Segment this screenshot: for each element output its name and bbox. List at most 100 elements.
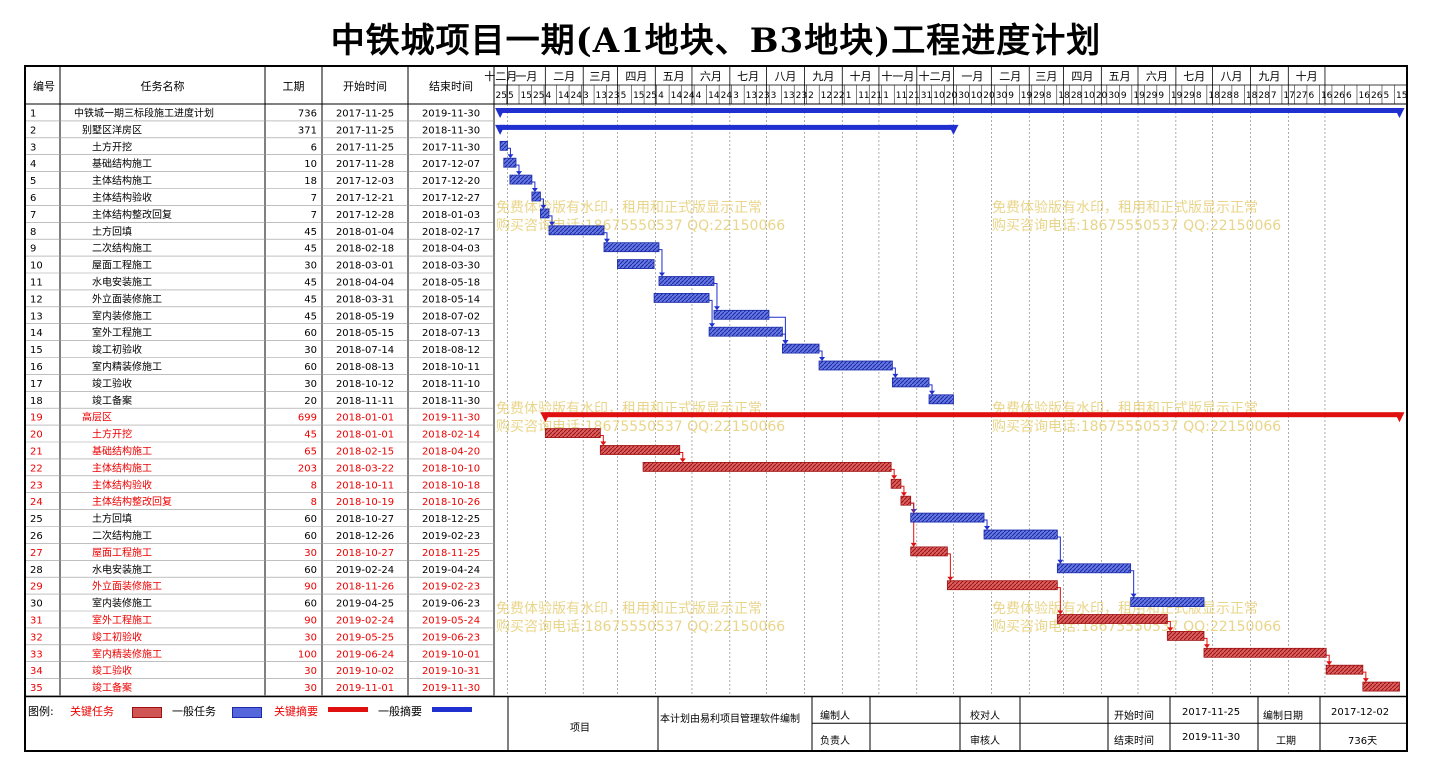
- dependency-arrow: [1167, 627, 1174, 632]
- dependency-link: [1362, 671, 1367, 680]
- task-name: 主体结构验收: [92, 191, 152, 204]
- critical-task-bar: [946, 580, 1058, 591]
- summary-end-cap: [1394, 412, 1405, 423]
- task-end: 2018-10-26: [422, 497, 480, 508]
- task-id: 2: [30, 125, 36, 136]
- task-end: 2017-11-30: [422, 142, 480, 153]
- start-time-value: 2017-11-25: [1182, 707, 1241, 718]
- task-name: 二次结构施工: [92, 529, 152, 542]
- task-start: 2017-12-03: [336, 176, 394, 187]
- dependency-arrow: [531, 188, 538, 192]
- start-time-label: 开始时间: [1114, 711, 1154, 722]
- dependency-link: [947, 553, 951, 578]
- summary-bar: [545, 412, 1400, 418]
- task-start: 2018-05-15: [336, 328, 394, 339]
- timeline-day: 4: [546, 91, 552, 101]
- timeline-day: 25: [533, 91, 544, 101]
- dependency-arrow: [910, 542, 917, 547]
- timeline-day: 6: [1308, 91, 1314, 101]
- task-start: 2018-10-11: [336, 480, 394, 491]
- timeline-day: 27: [1296, 91, 1307, 101]
- legend-normal-task-swatch: [232, 707, 262, 718]
- timeline-day: 30: [958, 91, 970, 101]
- task-start: 2017-11-28: [336, 159, 394, 170]
- timeline-day: 6: [1346, 91, 1352, 101]
- timeline-day: 23: [796, 91, 807, 101]
- legend-critical-summary-swatch: [328, 707, 368, 712]
- timeline-day: 24: [571, 91, 583, 101]
- timeline-day: 26: [1371, 91, 1383, 101]
- task-start: 2018-10-27: [336, 514, 394, 525]
- task-id: 4: [30, 159, 36, 170]
- dependency-link: [984, 519, 988, 527]
- column-header-end: 结束时间: [429, 80, 473, 93]
- critical-task-bar: [642, 461, 892, 472]
- timeline-day: 25: [646, 91, 657, 101]
- timeline-month: 九月: [1258, 70, 1280, 83]
- task-end: 2019-02-23: [422, 531, 480, 542]
- task-start: 2018-05-19: [336, 311, 394, 322]
- task-end: 2018-11-25: [422, 548, 480, 559]
- task-bar: [983, 529, 1058, 540]
- task-name: 土方回填: [92, 512, 132, 525]
- timeline-month: 十二月: [484, 69, 517, 83]
- task-id: 24: [30, 497, 43, 508]
- task-name: 土方回填: [92, 225, 132, 238]
- legend-critical-task-label: 关键任务: [70, 705, 114, 718]
- task-duration: 30: [304, 548, 317, 559]
- critical-task-bar: [900, 495, 912, 506]
- gantt-frame: [24, 65, 1408, 752]
- timeline-month: 二月: [999, 70, 1021, 83]
- timeline-day: 15: [633, 91, 644, 101]
- dependency-link: [709, 299, 713, 325]
- task-end: 2018-10-18: [422, 480, 480, 491]
- legend: 图例: 关键任务 一般任务 关键摘要 一般摘要: [26, 701, 506, 750]
- timeline-day: 18: [1246, 91, 1258, 101]
- timeline-day: 10: [933, 91, 945, 101]
- timeline-month: 一月: [515, 70, 537, 83]
- task-duration: 30: [304, 683, 317, 694]
- dependency-link: [819, 350, 823, 358]
- end-time-value: 2019-11-30: [1182, 732, 1241, 743]
- task-name: 外立面装修施工: [92, 292, 162, 305]
- dependency-arrow: [929, 390, 936, 395]
- legend-normal-summary-swatch: [432, 707, 472, 712]
- task-end: 2018-07-13: [422, 328, 480, 339]
- timeline-day: 7: [1271, 91, 1277, 101]
- task-id: 28: [30, 565, 43, 576]
- timeline-day: 20: [1096, 91, 1108, 101]
- column-header-id: 编号: [33, 79, 55, 93]
- critical-task-bar: [1325, 664, 1364, 675]
- legend-normal-task-label: 一般任务: [172, 705, 216, 718]
- task-start: 2019-06-24: [336, 649, 394, 660]
- task-name: 屋面工程施工: [92, 259, 152, 272]
- timeline-month: 七月: [737, 70, 759, 83]
- task-duration: 20: [304, 396, 317, 407]
- timeline-day: 26: [1333, 91, 1345, 101]
- task-duration: 45: [304, 244, 317, 255]
- task-end: 2018-10-10: [422, 463, 480, 474]
- task-duration: 7: [311, 193, 317, 204]
- dependency-arrow: [892, 373, 899, 378]
- legend-label: 图例:: [28, 705, 54, 718]
- auditor-label: 审核人: [970, 736, 1000, 747]
- task-duration: 18: [304, 176, 317, 187]
- timeline-day: 30: [1108, 91, 1120, 101]
- critical-task-bar: [544, 428, 601, 439]
- task-duration: 699: [298, 413, 317, 424]
- timeline-month: 六月: [700, 70, 722, 83]
- watermark-line-2: 购买咨询电话:18675550537 QQ:22150066: [496, 619, 785, 635]
- task-id: 17: [30, 379, 43, 390]
- critical-task-bar: [910, 546, 948, 557]
- task-name: 竣工初验收: [92, 630, 142, 643]
- task-start: 2018-02-15: [336, 447, 394, 458]
- task-end: 2018-12-25: [422, 514, 480, 525]
- task-start: 2018-02-18: [336, 244, 394, 255]
- task-name: 基础结构施工: [92, 445, 152, 458]
- dependency-arrow: [1057, 559, 1064, 564]
- task-end: 2018-08-12: [422, 345, 480, 356]
- task-bar: [503, 157, 517, 168]
- task-name: 高层区: [82, 411, 112, 424]
- duration-label: 工期: [1276, 736, 1296, 747]
- task-id: 25: [30, 514, 43, 525]
